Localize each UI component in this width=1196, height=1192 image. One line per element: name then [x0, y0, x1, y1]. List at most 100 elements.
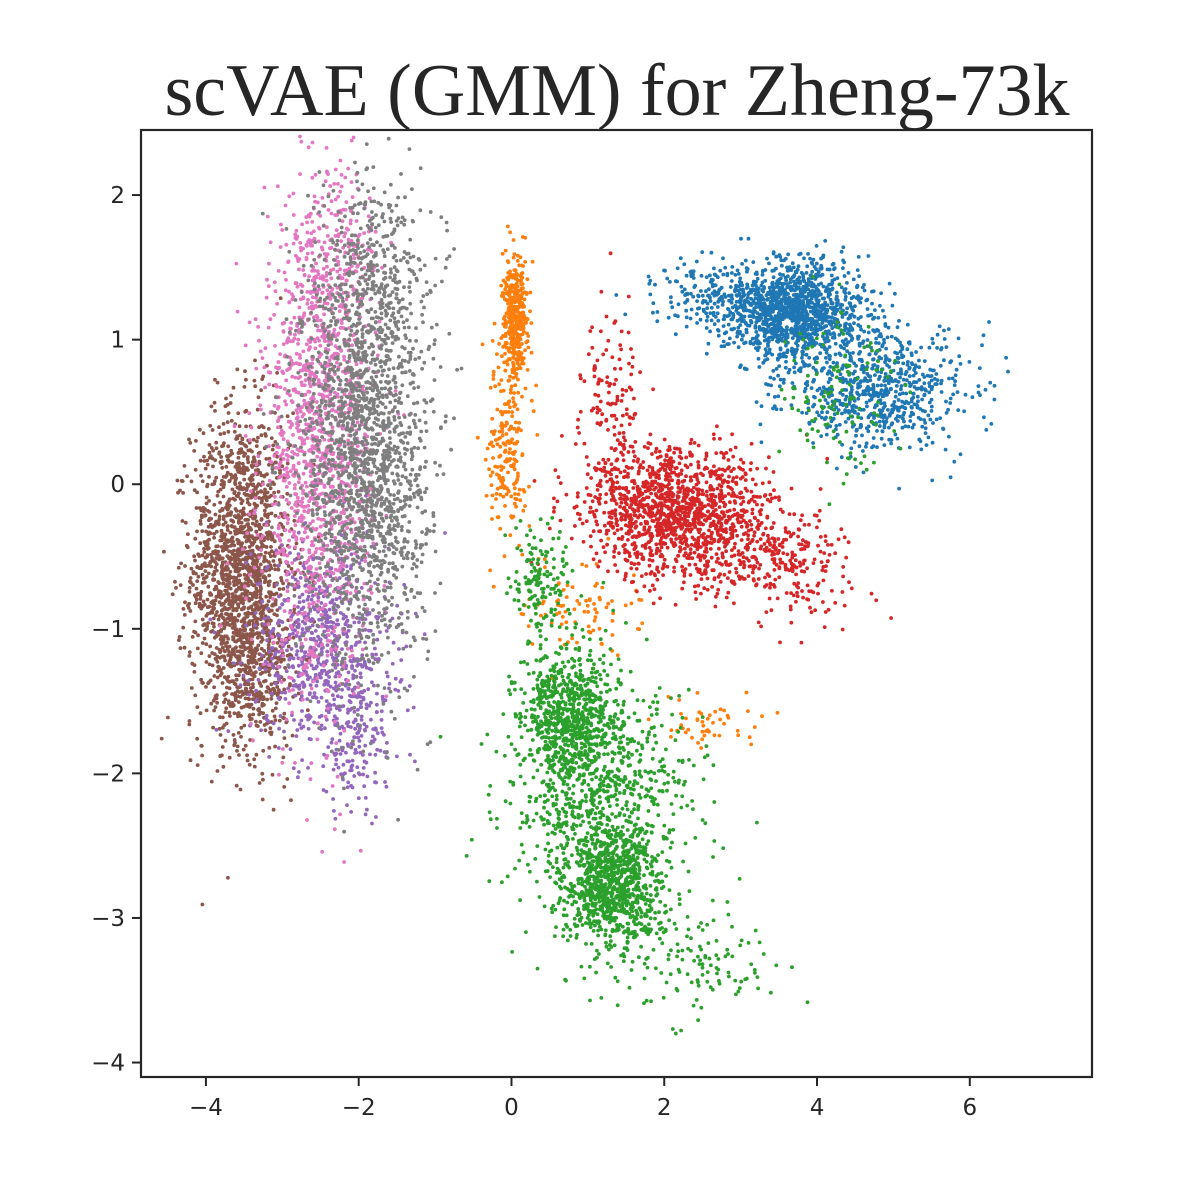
- scatter-point: [204, 529, 209, 534]
- scatter-point: [290, 374, 295, 379]
- scatter-point: [310, 307, 315, 311]
- scatter-point: [223, 697, 228, 702]
- scatter-point: [286, 663, 291, 668]
- scatter-point: [226, 506, 231, 510]
- scatter-point: [219, 629, 223, 634]
- scatter-point: [297, 722, 302, 727]
- scatter-point: [349, 180, 354, 185]
- scatter-point: [252, 764, 257, 769]
- scatter-point: [284, 227, 289, 231]
- scatter-point: [397, 396, 402, 401]
- scatter-point: [337, 738, 342, 743]
- scatter-point: [282, 473, 286, 477]
- scatter-point: [345, 526, 350, 530]
- scatter-point: [356, 707, 360, 712]
- scatter-point: [329, 199, 334, 204]
- scatter-point: [204, 575, 208, 580]
- scatter-point: [218, 460, 223, 465]
- scatter-point: [260, 771, 265, 776]
- scatter-point: [223, 607, 228, 611]
- scatter-point: [332, 327, 337, 332]
- scatter-point: [230, 592, 235, 596]
- scatter-point: [276, 533, 281, 538]
- scatter-point: [270, 708, 275, 713]
- scatter-point: [184, 543, 189, 548]
- scatter-point: [305, 697, 310, 701]
- scatter-point: [317, 428, 322, 433]
- scatter-point: [314, 683, 319, 688]
- scatter-point: [238, 481, 242, 485]
- scatter-point: [313, 550, 318, 555]
- scatter-point: [330, 598, 335, 603]
- scatter-point: [260, 569, 264, 574]
- scatter-point: [329, 740, 334, 745]
- scatter-point: [186, 532, 190, 536]
- scatter-point: [249, 722, 253, 726]
- scatter-point: [205, 612, 210, 616]
- scatter-point: [366, 687, 371, 692]
- scatter-point: [252, 378, 257, 383]
- scatter-point: [234, 437, 239, 441]
- scatter-point: [304, 578, 309, 583]
- scatter-point: [267, 560, 271, 564]
- scatter-point: [258, 710, 263, 715]
- scatter-point: [195, 736, 200, 741]
- scatter-point: [281, 457, 286, 461]
- scatter-point: [216, 520, 221, 524]
- scatter-point: [193, 619, 198, 624]
- scatter-point: [203, 569, 208, 573]
- scatter-point: [273, 344, 277, 348]
- scatter-point: [374, 652, 378, 657]
- scatter-point: [239, 597, 244, 602]
- scatter-point: [299, 571, 303, 575]
- scatter-point: [317, 210, 322, 215]
- scatter-point: [224, 565, 228, 570]
- scatter-point: [348, 433, 353, 438]
- scatter-point: [204, 495, 209, 500]
- scatter-point: [384, 784, 389, 789]
- scatter-point: [211, 621, 216, 626]
- scatter-point: [363, 559, 368, 564]
- scatter-point: [260, 534, 265, 538]
- scatter-point: [213, 409, 217, 413]
- scatter-point: [207, 662, 212, 667]
- scatter-point: [262, 185, 267, 190]
- scatter-point: [357, 468, 362, 473]
- scatter-point: [371, 541, 376, 546]
- scatter-point: [296, 622, 301, 627]
- scatter-point: [384, 515, 389, 520]
- scatter-point: [318, 343, 323, 348]
- scatter-point: [424, 542, 428, 546]
- scatter-point: [212, 685, 217, 690]
- scatter-point: [211, 725, 216, 730]
- scatter-point: [281, 329, 286, 333]
- scatter-point: [253, 471, 258, 476]
- scatter-point: [256, 643, 261, 648]
- scatter-point: [286, 598, 291, 603]
- scatter-point: [264, 457, 269, 461]
- scatter-point: [202, 454, 206, 459]
- scatter-point: [280, 690, 284, 695]
- scatter-point: [238, 470, 243, 475]
- scatter-point: [233, 464, 238, 469]
- scatter-point: [375, 617, 380, 621]
- scatter-point: [321, 616, 325, 620]
- scatter-point: [308, 777, 313, 782]
- scatter-point: [252, 553, 257, 558]
- scatter-point: [223, 543, 228, 548]
- scatter-point: [278, 245, 283, 249]
- scatter-point: [260, 797, 265, 802]
- scatter-point: [219, 564, 224, 568]
- scatter-point: [388, 267, 393, 272]
- scatter-point: [296, 663, 301, 668]
- scatter-point: [291, 191, 296, 196]
- scatter-point: [310, 601, 315, 606]
- scatter-point: [291, 766, 296, 771]
- scatter-point: [188, 441, 193, 445]
- scatter-point: [180, 479, 185, 483]
- scatter-point: [292, 452, 297, 456]
- scatter-point: [257, 522, 262, 527]
- scatter-point: [343, 231, 348, 236]
- scatter-point: [348, 284, 353, 289]
- scatter-point: [339, 276, 344, 280]
